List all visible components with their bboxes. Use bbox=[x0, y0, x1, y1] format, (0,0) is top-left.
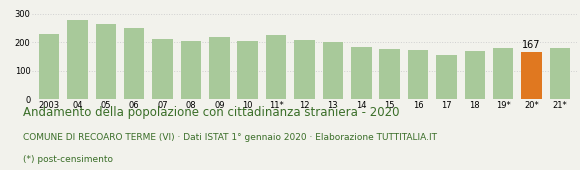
Bar bbox=[379, 49, 400, 99]
Bar bbox=[351, 47, 372, 99]
Bar bbox=[96, 24, 116, 99]
Bar bbox=[209, 37, 230, 99]
Bar bbox=[266, 35, 287, 99]
Bar bbox=[67, 20, 88, 99]
Bar bbox=[181, 41, 201, 99]
Bar bbox=[408, 50, 428, 99]
Bar bbox=[124, 28, 144, 99]
Bar bbox=[436, 55, 456, 99]
Bar bbox=[550, 48, 570, 99]
Text: Andamento della popolazione con cittadinanza straniera - 2020: Andamento della popolazione con cittadin… bbox=[23, 106, 400, 119]
Bar bbox=[237, 41, 258, 99]
Bar bbox=[153, 39, 173, 99]
Text: COMUNE DI RECOARO TERME (VI) · Dati ISTAT 1° gennaio 2020 · Elaborazione TUTTITA: COMUNE DI RECOARO TERME (VI) · Dati ISTA… bbox=[23, 133, 437, 142]
Bar bbox=[39, 34, 59, 99]
Bar bbox=[322, 42, 343, 99]
Bar bbox=[294, 40, 315, 99]
Bar bbox=[493, 48, 513, 99]
Text: (*) post-censimento: (*) post-censimento bbox=[23, 155, 113, 164]
Bar bbox=[465, 51, 485, 99]
Text: 167: 167 bbox=[523, 40, 541, 50]
Bar bbox=[521, 52, 542, 99]
